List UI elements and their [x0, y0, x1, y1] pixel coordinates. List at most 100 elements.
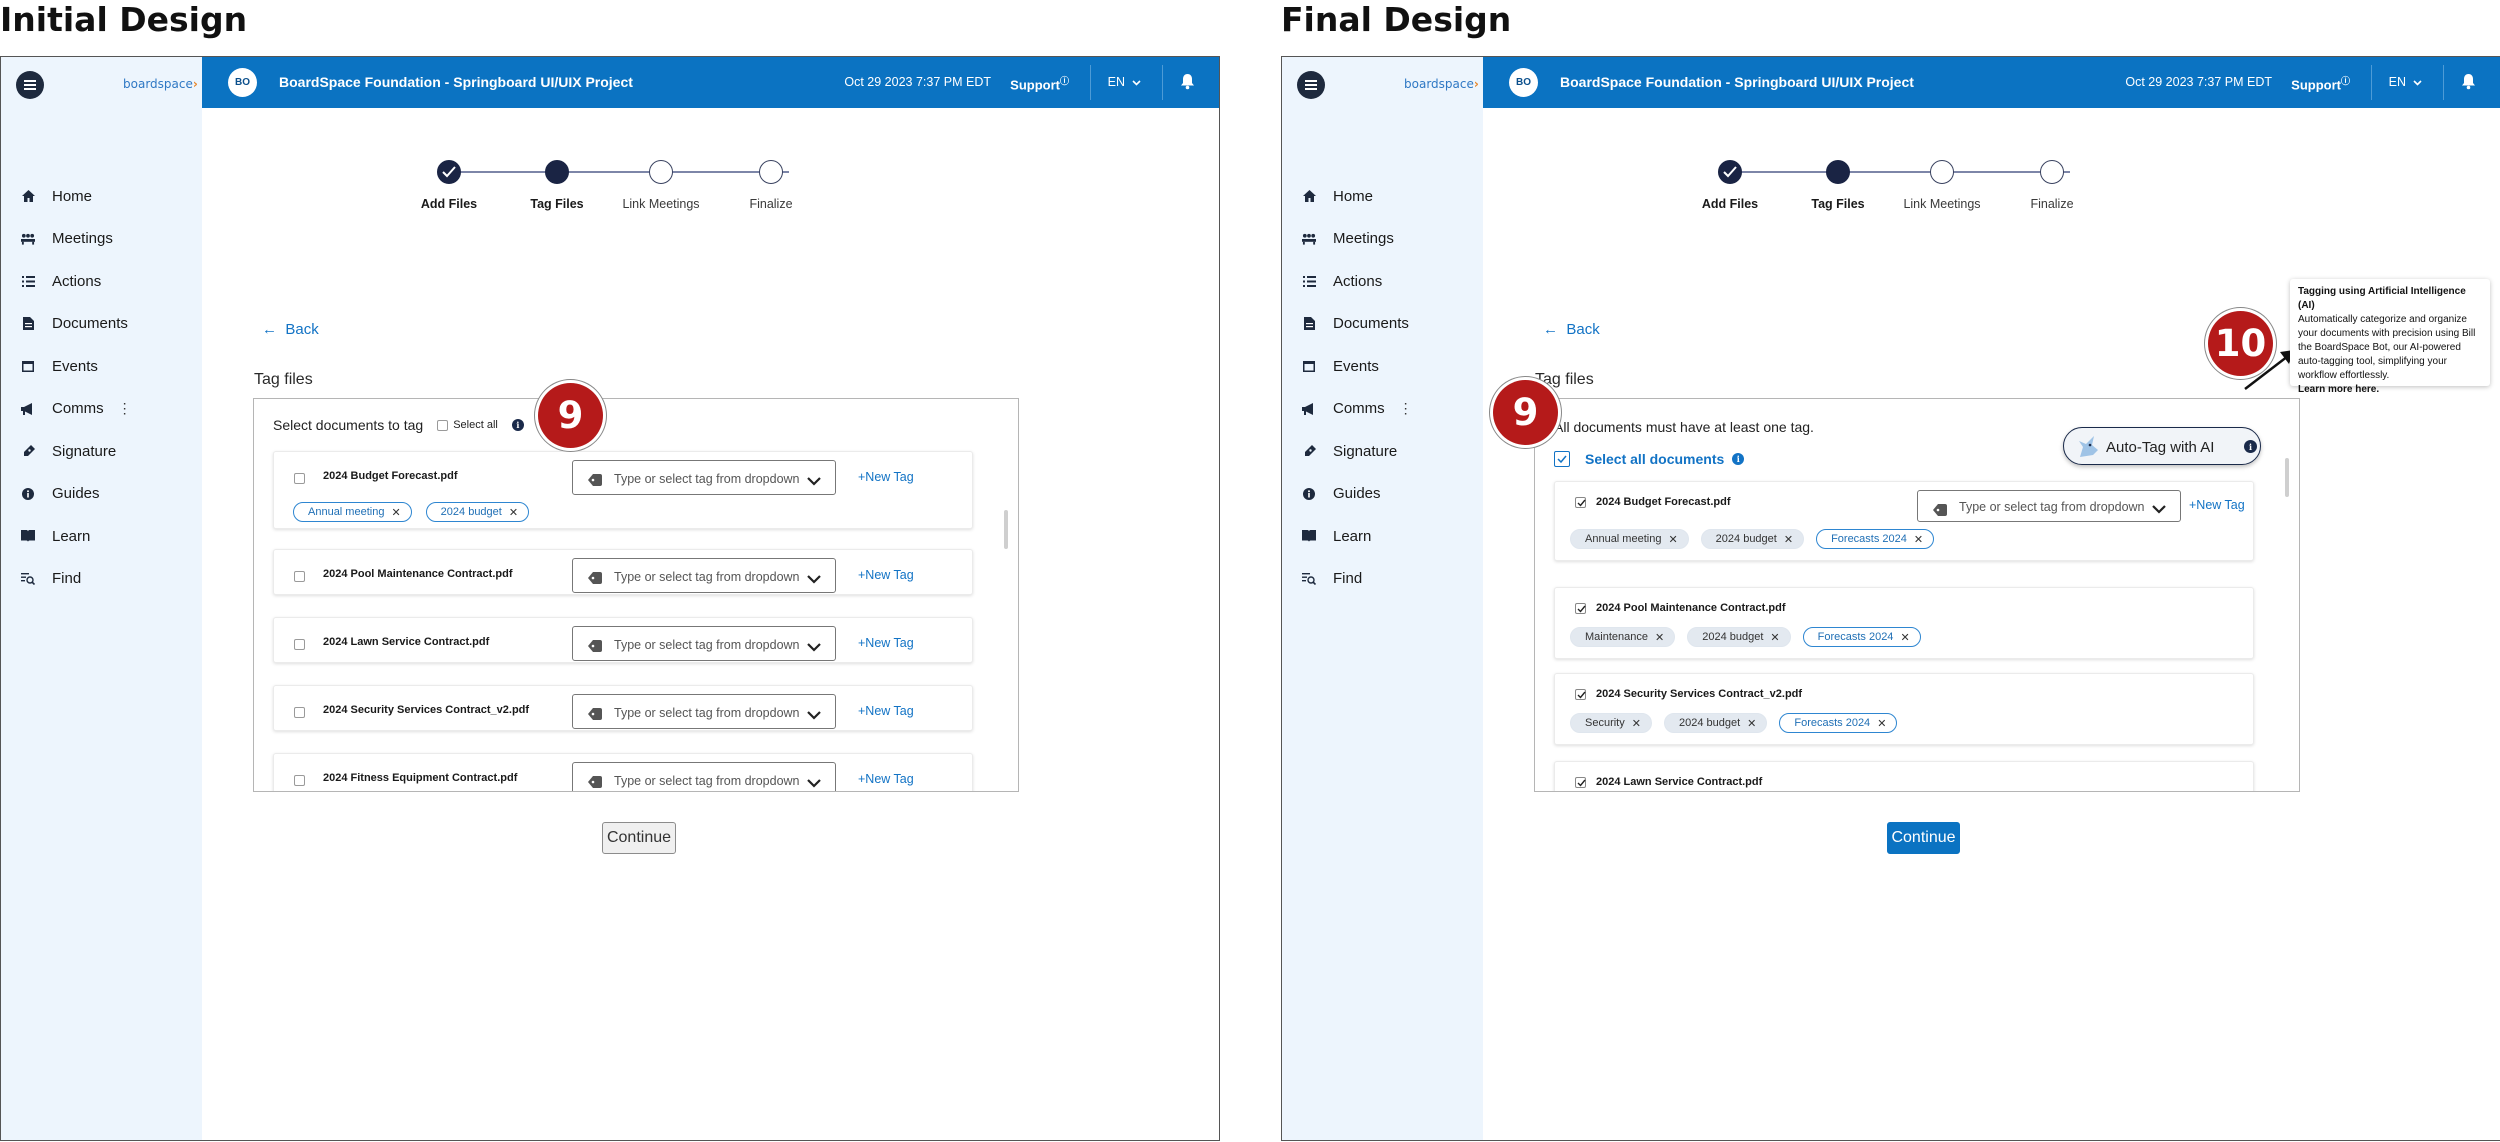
select-all-label[interactable]: Select all documents [1585, 451, 1725, 467]
close-icon[interactable]: ✕ [1877, 717, 1887, 730]
tag-dropdown[interactable]: Type or select tag from dropdown [572, 558, 836, 593]
table-row[interactable]: 2024 Security Services Contract_v2.pdf Se… [1554, 673, 2254, 745]
new-tag-link[interactable]: +New Tag [858, 636, 914, 650]
language-select[interactable]: EN [1108, 75, 1141, 89]
continue-button[interactable]: Continue [602, 822, 676, 854]
more-options-icon[interactable]: ⋮ [1398, 400, 1413, 417]
sidebar-item-home[interactable]: Home [1302, 175, 1472, 218]
select-all-checkbox[interactable] [437, 419, 449, 431]
new-tag-link[interactable]: +New Tag [858, 704, 914, 718]
sidebar-item-comms[interactable]: Comms ⋮ [21, 388, 191, 431]
select-all-documents[interactable]: Select all documents i [1554, 451, 1745, 467]
menu-icon[interactable] [16, 71, 44, 99]
row-checkbox[interactable] [1575, 689, 1586, 700]
ai-tag-chip[interactable]: Forecasts 2024 ✕ [1779, 713, 1898, 733]
close-icon[interactable]: ✕ [1655, 631, 1665, 644]
close-icon[interactable]: ✕ [1783, 533, 1794, 546]
tag-chip[interactable]: 2024 budget ✕ [425, 502, 530, 522]
continue-button[interactable]: Continue [1887, 822, 1960, 854]
support-link[interactable]: Supportⓘ [2291, 76, 2350, 93]
sidebar-item-guides[interactable]: Guides [21, 473, 191, 516]
table-row[interactable]: 2024 Pool Maintenance Contract.pdf Mainte… [1554, 587, 2254, 659]
tag-dropdown[interactable]: Type or select tag from dropdown [572, 460, 836, 495]
sidebar-item-actions[interactable]: Actions [21, 260, 191, 303]
bell-icon[interactable] [1180, 73, 1195, 90]
row-checkbox[interactable] [294, 707, 305, 718]
new-tag-link[interactable]: +New Tag [858, 568, 914, 582]
close-icon[interactable]: ✕ [1900, 631, 1910, 644]
table-row[interactable]: 2024 Fitness Equipment Contract.pdf Type … [273, 753, 973, 791]
language-select[interactable]: EN [2389, 75, 2422, 89]
table-row[interactable]: 2024 Lawn Service Contract.pdf Type or se… [273, 617, 973, 663]
sidebar-item-meetings[interactable]: Meetings [1302, 218, 1472, 261]
scrollbar[interactable] [2285, 458, 2289, 497]
sidebar-item-learn[interactable]: Learn [1302, 515, 1472, 558]
sidebar-item-documents[interactable]: Documents [21, 303, 191, 346]
ai-tag-chip[interactable]: Forecasts 2024 ✕ [1816, 529, 1935, 549]
close-icon[interactable]: ✕ [1668, 533, 1678, 546]
table-row[interactable]: 2024 Lawn Service Contract.pdf [1554, 761, 2254, 791]
close-icon[interactable]: ✕ [1747, 717, 1757, 730]
sidebar-item-find[interactable]: Find [21, 558, 191, 601]
select-all-label[interactable]: Select all [453, 419, 498, 431]
tag-dropdown[interactable]: Type or select tag from dropdown [1917, 490, 2181, 522]
bell-icon[interactable] [2461, 73, 2476, 90]
close-icon[interactable]: ✕ [508, 506, 519, 519]
tag-chip[interactable]: 2024 budget ✕ [1687, 627, 1791, 647]
sidebar-item-comms[interactable]: Comms ⋮ [1302, 388, 1472, 431]
tag-dropdown[interactable]: Type or select tag from dropdown [572, 626, 836, 661]
row-checkbox[interactable] [1575, 777, 1586, 788]
ai-tag-chip[interactable]: Forecasts 2024 ✕ [1802, 627, 1921, 647]
sidebar-item-meetings[interactable]: Meetings [21, 218, 191, 261]
sidebar-item-find[interactable]: Find [1302, 558, 1472, 601]
sidebar-item-home[interactable]: Home [21, 175, 191, 218]
avatar[interactable]: BO [228, 68, 257, 97]
sidebar-item-signature[interactable]: Signature [1302, 430, 1472, 473]
sidebar-item-events[interactable]: Events [21, 345, 191, 388]
row-checkbox[interactable] [294, 473, 305, 484]
tag-chip[interactable]: Security ✕ [1570, 713, 1652, 733]
tag-chip[interactable]: Annual meeting ✕ [293, 502, 412, 522]
row-checkbox[interactable] [294, 639, 305, 650]
tag-chip[interactable]: Maintenance ✕ [1570, 627, 1676, 647]
sidebar-item-documents[interactable]: Documents [1302, 303, 1472, 346]
close-icon[interactable]: ✕ [1631, 717, 1641, 730]
tag-chip[interactable]: 2024 budget ✕ [1700, 529, 1805, 549]
back-link[interactable]: ← Back [1543, 321, 1600, 338]
brand-logo[interactable]: boardspace› [1404, 77, 1479, 91]
tag-chip[interactable]: Annual meeting ✕ [1570, 529, 1689, 549]
sidebar-item-actions[interactable]: Actions [1302, 260, 1472, 303]
close-icon[interactable]: ✕ [1913, 533, 1924, 546]
more-options-icon[interactable]: ⋮ [117, 400, 132, 417]
info-icon[interactable]: i [2244, 440, 2257, 453]
auto-tag-ai-button[interactable]: Auto-Tag with AI i [2063, 427, 2261, 465]
info-icon[interactable]: i [511, 419, 524, 431]
sidebar-item-learn[interactable]: Learn [21, 515, 191, 558]
sidebar-item-signature[interactable]: Signature [21, 430, 191, 473]
brand-logo[interactable]: boardspace› [123, 77, 198, 91]
tag-dropdown[interactable]: Type or select tag from dropdown [572, 762, 836, 791]
row-checkbox[interactable] [294, 775, 305, 786]
new-tag-link[interactable]: +New Tag [2189, 498, 2245, 512]
close-icon[interactable]: ✕ [391, 506, 401, 519]
row-checkbox[interactable] [1575, 603, 1586, 614]
table-row[interactable]: 2024 Budget Forecast.pdf Type or select t… [273, 451, 973, 529]
new-tag-link[interactable]: +New Tag [858, 470, 914, 484]
table-row[interactable]: 2024 Pool Maintenance Contract.pdf Type o… [273, 549, 973, 595]
row-checkbox[interactable] [1575, 497, 1586, 508]
menu-icon[interactable] [1297, 71, 1325, 99]
select-all-checkbox[interactable] [1554, 451, 1570, 467]
sidebar-item-guides[interactable]: Guides [1302, 473, 1472, 516]
table-row[interactable]: 2024 Security Services Contract_v2.pdf Ty… [273, 685, 973, 731]
sidebar-item-events[interactable]: Events [1302, 345, 1472, 388]
table-row[interactable]: 2024 Budget Forecast.pdf Type or select t… [1554, 481, 2254, 561]
back-link[interactable]: ← Back [262, 321, 319, 338]
support-link[interactable]: Supportⓘ [1010, 76, 1069, 93]
learn-more-link[interactable]: Learn more here. [2298, 384, 2380, 395]
avatar[interactable]: BO [1509, 68, 1538, 97]
new-tag-link[interactable]: +New Tag [858, 772, 914, 786]
close-icon[interactable]: ✕ [1770, 631, 1780, 644]
scrollbar[interactable] [1004, 510, 1008, 549]
info-icon[interactable]: i [1732, 453, 1745, 465]
tag-chip[interactable]: 2024 budget ✕ [1663, 713, 1768, 733]
